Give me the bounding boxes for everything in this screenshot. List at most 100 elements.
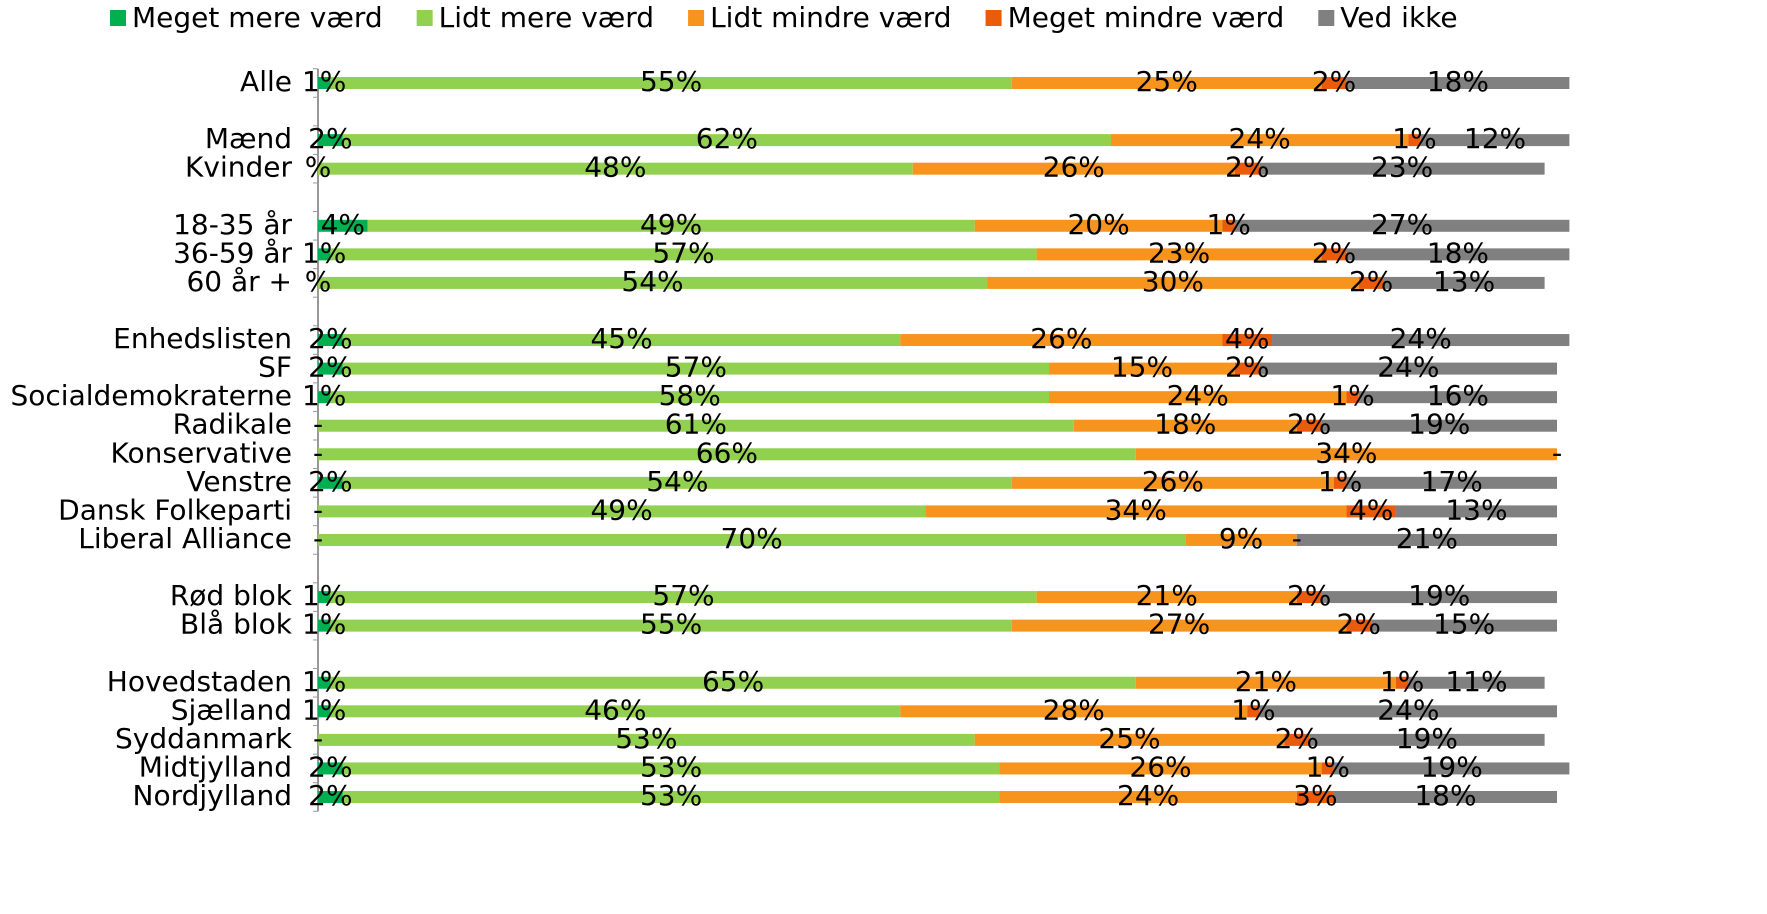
bar-segment (330, 619, 1012, 632)
bar-segment (1222, 219, 1235, 232)
bar-segment (1011, 476, 1334, 489)
bar-segment (1049, 391, 1347, 404)
data-label: 1% (302, 693, 346, 726)
data-label: 26% (1142, 465, 1204, 498)
category-label: Venstre (186, 465, 292, 498)
data-label: 26% (1030, 322, 1092, 355)
bar-segment (1321, 419, 1557, 432)
data-label: 24% (1390, 322, 1452, 355)
data-label: 53% (640, 779, 702, 812)
bar-segment (367, 219, 975, 232)
bar-segment (1135, 676, 1396, 689)
data-label: 70% (721, 522, 783, 555)
data-label: 24% (1117, 779, 1179, 812)
data-label: 2% (308, 465, 352, 498)
data-label: 1% (1206, 208, 1250, 241)
bar-segment (1234, 219, 1570, 232)
data-label: - (1552, 436, 1562, 469)
bar-segment (330, 248, 1037, 261)
bar-segment (1358, 276, 1384, 289)
bar-segment (1234, 162, 1260, 175)
bar-segment (318, 533, 1186, 546)
bar-segment (1036, 591, 1297, 604)
data-label: 15% (1433, 608, 1495, 641)
data-label: 2% (1287, 408, 1331, 441)
data-label: 18% (1154, 408, 1216, 441)
category-label: Dansk Folkeparti (58, 493, 292, 526)
data-label: 2% (308, 779, 352, 812)
bar-segment (1408, 676, 1545, 689)
bar-segment (1346, 248, 1570, 261)
data-label: 53% (640, 750, 702, 783)
bar-segment (999, 791, 1297, 803)
legend-swatch (688, 10, 705, 26)
bar-segment (1383, 276, 1545, 289)
bar-segment (342, 362, 1050, 375)
bar-segment (1358, 391, 1557, 404)
bar-segment (318, 476, 343, 489)
legend-label: Lidt mere værd (439, 1, 654, 34)
data-label: 34% (1105, 493, 1167, 526)
bar-segment (318, 219, 368, 232)
data-label: - (313, 722, 323, 755)
category-label: 60 år + (186, 265, 292, 298)
data-label: 2% (1349, 265, 1393, 298)
bar-segment (1346, 391, 1359, 404)
bar-segment (318, 334, 343, 347)
data-label: % (305, 265, 332, 298)
bar-segment (342, 334, 901, 347)
bar-segment (1259, 162, 1545, 175)
bar-segment (1309, 733, 1545, 746)
data-label: 4% (1225, 322, 1269, 355)
data-label: 48% (584, 151, 646, 184)
bar-segment (999, 762, 1322, 775)
category-label: Hovedstaden (107, 665, 292, 698)
bar-segment (1036, 248, 1322, 261)
data-label: 57% (665, 351, 727, 384)
category-label: SF (258, 351, 292, 384)
bar-segment (974, 733, 1285, 746)
data-label: 27% (1148, 608, 1210, 641)
data-label: 3% (1293, 779, 1337, 812)
bar-segment (342, 791, 1000, 803)
category-label: Alle (240, 65, 292, 98)
category-label: Socialdemokraterne (10, 379, 292, 412)
data-label: 28% (1043, 693, 1105, 726)
bar-segment (318, 362, 343, 375)
data-label: 23% (1371, 151, 1433, 184)
category-label: Kvinder (185, 151, 292, 184)
data-label: 1% (302, 236, 346, 269)
data-label: 1% (1318, 465, 1362, 498)
bar-segment (330, 676, 1136, 689)
data-label: 58% (659, 379, 721, 412)
data-label: 9% (1219, 522, 1263, 555)
bar-segment (318, 419, 1074, 432)
data-label: 57% (652, 236, 714, 269)
bar-segment (318, 791, 343, 803)
data-label: 1% (302, 65, 346, 98)
data-label: 26% (1129, 750, 1191, 783)
bar-segment (318, 391, 331, 404)
bar-segment (1346, 505, 1396, 518)
bar-segment (1296, 591, 1322, 604)
bar-segment (900, 334, 1223, 347)
data-label: 25% (1136, 65, 1198, 98)
data-label: % (305, 151, 332, 184)
data-label: 2% (1312, 65, 1356, 98)
data-label: 53% (615, 722, 677, 755)
bar-segment (1346, 77, 1570, 89)
data-label: 24% (1377, 351, 1439, 384)
category-label: Radikale (173, 408, 292, 441)
bar-segment (1346, 476, 1557, 489)
data-label: 30% (1142, 265, 1204, 298)
bar-segment (330, 705, 901, 718)
data-label: 54% (621, 265, 683, 298)
legend-swatch (110, 10, 126, 26)
bar-segment (912, 162, 1235, 175)
bar-segment (1346, 619, 1372, 632)
data-label: - (313, 436, 323, 469)
legend-label: Meget mere værd (132, 1, 383, 34)
data-label: 1% (1392, 122, 1436, 155)
bar-segment (1296, 791, 1334, 803)
bar-segment (330, 591, 1037, 604)
